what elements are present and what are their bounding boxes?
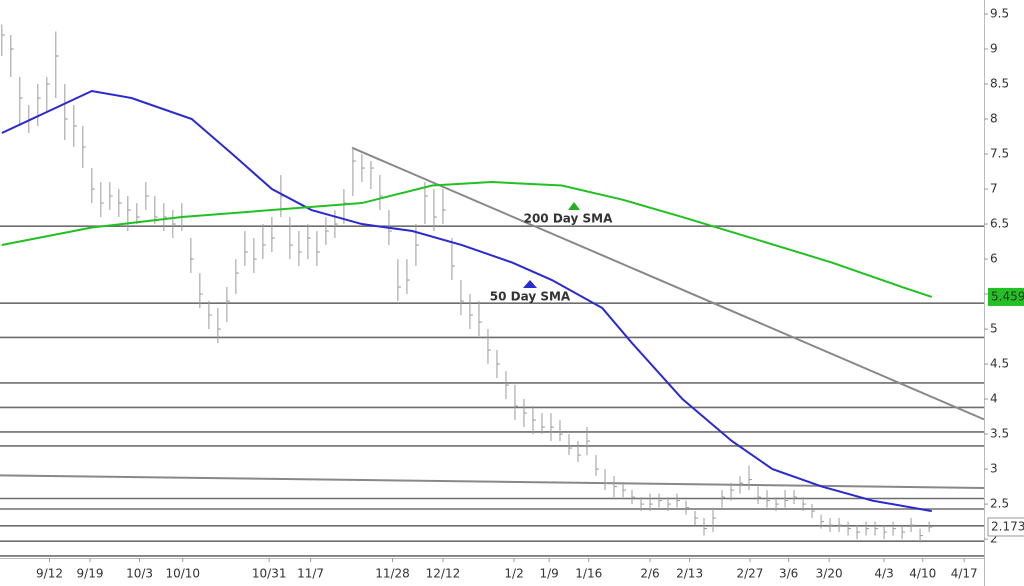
x-tick-label: 9/12 (36, 567, 63, 581)
y-tick-label: 2 (990, 532, 998, 546)
x-tick-label: 1/16 (575, 567, 602, 581)
y-tick-label: 5 (990, 322, 998, 336)
last-value-box (987, 517, 1024, 537)
last-value-label: 5.459 (991, 289, 1024, 303)
x-tick-label: 10/31 (252, 567, 287, 581)
x-tick-label: 4/17 (951, 567, 978, 581)
y-tick-label: 7.5 (990, 147, 1009, 161)
x-tick-label: 1/9 (540, 567, 559, 581)
x-tick-label: 12/12 (426, 567, 461, 581)
y-tick-label: 4 (990, 392, 998, 406)
sma-line (1, 181, 933, 298)
last-value-label: 2.173 (991, 519, 1024, 533)
annotation: 200 Day SMA (524, 212, 614, 226)
annotation-arrow (568, 202, 580, 210)
x-tick-label: 11/28 (375, 567, 410, 581)
sma-line (1, 89, 932, 513)
x-tick-label: 2/6 (640, 567, 659, 581)
x-tick-label: 4/3 (874, 567, 893, 581)
y-tick-label: 8 (990, 112, 998, 126)
trendline (351, 146, 985, 421)
x-tick-label: 2/27 (736, 567, 763, 581)
y-tick-label: 7 (990, 182, 998, 196)
last-value-box (988, 287, 1024, 306)
x-tick-label: 2/13 (676, 567, 703, 581)
y-tick-label: 3 (990, 462, 998, 476)
x-tick-label: 10/10 (165, 567, 200, 581)
y-tick-label: 3.5 (990, 427, 1009, 441)
annotation: 50 Day SMA (490, 290, 571, 304)
annotation-arrow (523, 280, 537, 288)
y-tick-label: 6.5 (990, 217, 1009, 231)
x-tick-label: 3/6 (779, 567, 798, 581)
y-tick-label: 9.5 (990, 7, 1009, 21)
y-tick-label: 9 (990, 42, 998, 56)
x-tick-label: 11/7 (297, 567, 324, 581)
x-tick-label: 10/3 (126, 567, 153, 581)
y-tick-label: 6 (990, 252, 998, 266)
x-tick-label: 1/2 (504, 567, 523, 581)
x-tick-label: 3/20 (816, 567, 843, 581)
y-tick-label: 8.5 (990, 77, 1009, 91)
x-tick-label: 9/19 (77, 567, 104, 581)
x-tick-label: 4/10 (909, 567, 936, 581)
y-tick-label: 2.5 (990, 497, 1009, 511)
y-tick-label: 4.5 (990, 357, 1009, 371)
